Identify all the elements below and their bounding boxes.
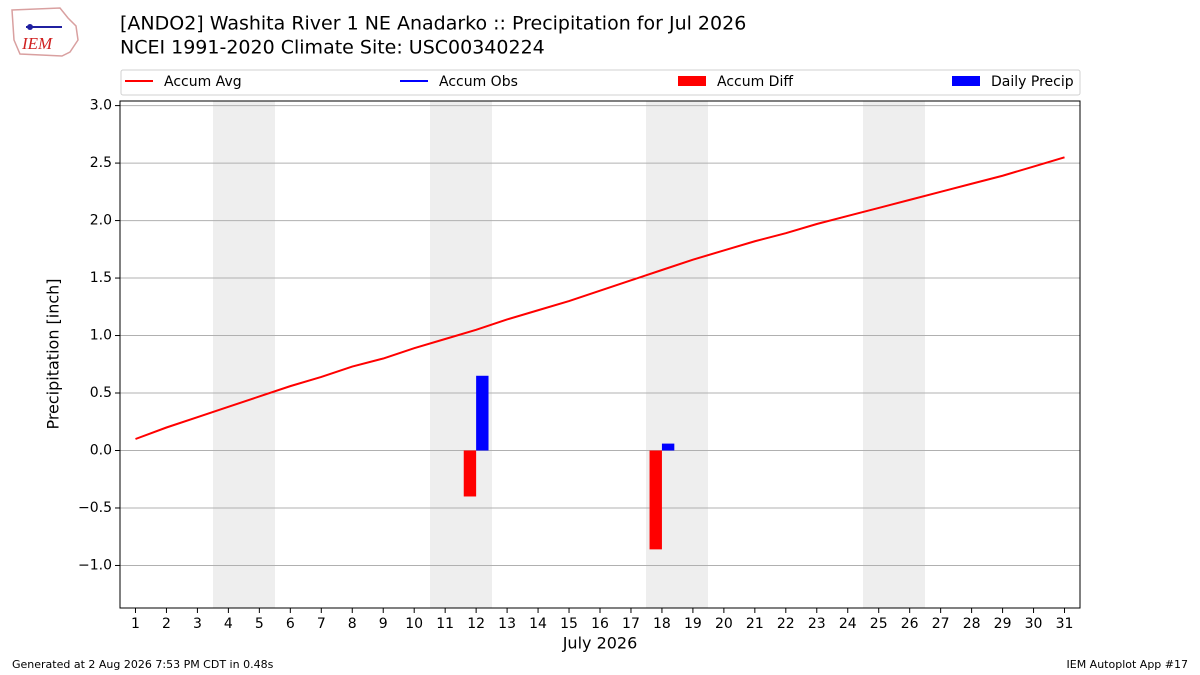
legend-swatch (678, 76, 706, 86)
y-tick-label: 1.0 (90, 328, 112, 344)
x-tick-label: 27 (932, 616, 950, 632)
x-tick-label: 21 (746, 616, 764, 632)
y-tick-label: 2.5 (90, 155, 112, 171)
y-axis-label: Precipitation [inch] (44, 278, 63, 429)
bar (476, 375, 489, 451)
x-tick-label: 15 (560, 616, 578, 632)
y-tick-label: 3.0 (90, 98, 112, 114)
x-tick-label: 17 (622, 616, 640, 632)
y-tick-label: −0.5 (78, 500, 112, 516)
legend-label: Accum Diff (717, 74, 793, 90)
y-tick-label: −1.0 (78, 557, 112, 573)
line-series (135, 156, 1065, 440)
chart-title: [ANDO2] Washita River 1 NE Anadarko :: P… (120, 13, 746, 35)
x-tick-label: 22 (777, 616, 795, 632)
legend-label: Daily Precip (991, 74, 1074, 90)
x-tick-label: 16 (591, 616, 609, 632)
bar (463, 450, 477, 497)
x-tick-label: 8 (348, 616, 357, 632)
footer-right: IEM Autoplot App #17 (1067, 658, 1189, 671)
y-tick-label: 2.0 (90, 213, 112, 229)
x-tick-label: 31 (1056, 616, 1074, 632)
weekend-shading (213, 101, 925, 608)
footer-left: Generated at 2 Aug 2026 7:53 PM CDT in 0… (12, 658, 274, 671)
y-tick-label: 0.0 (90, 442, 112, 458)
legend-swatch (952, 76, 980, 86)
x-tick-label: 19 (684, 616, 702, 632)
logo: IEM (11, 7, 79, 57)
logo-text: IEM (21, 34, 53, 53)
x-tick-label: 23 (808, 616, 826, 632)
x-tick-label: 28 (963, 616, 981, 632)
x-tick-label: 2 (162, 616, 171, 632)
x-tick-label: 13 (498, 616, 516, 632)
y-tick-label: 0.5 (90, 385, 112, 401)
x-tick-label: 3 (193, 616, 202, 632)
x-tick-label: 24 (839, 616, 857, 632)
x-axis-label: July 2026 (562, 634, 638, 653)
y-tick-label: 1.5 (90, 270, 112, 286)
x-tick-label: 26 (901, 616, 919, 632)
legend (120, 69, 1081, 96)
bar (649, 450, 662, 550)
plot-frame (119, 100, 1081, 609)
x-tick-label: 12 (467, 616, 485, 632)
x-tick-label: 25 (870, 616, 888, 632)
x-tick-label: 9 (379, 616, 388, 632)
chart-subtitle: NCEI 1991-2020 Climate Site: USC00340224 (120, 37, 545, 59)
x-tick-label: 29 (994, 616, 1012, 632)
bar (661, 443, 675, 451)
x-tick-label: 30 (1025, 616, 1043, 632)
x-tick-label: 5 (255, 616, 264, 632)
legend-label: Accum Obs (439, 74, 518, 90)
x-tick-label: 10 (405, 616, 423, 632)
x-tick-label: 6 (286, 616, 295, 632)
x-tick-label: 20 (715, 616, 733, 632)
x-tick-label: 7 (317, 616, 326, 632)
x-tick-label: 14 (529, 616, 547, 632)
x-tick-label: 18 (653, 616, 671, 632)
x-tick-label: 4 (224, 616, 233, 632)
x-tick-label: 1 (131, 616, 140, 632)
legend-label: Accum Avg (164, 74, 242, 90)
x-tick-label: 11 (436, 616, 454, 632)
